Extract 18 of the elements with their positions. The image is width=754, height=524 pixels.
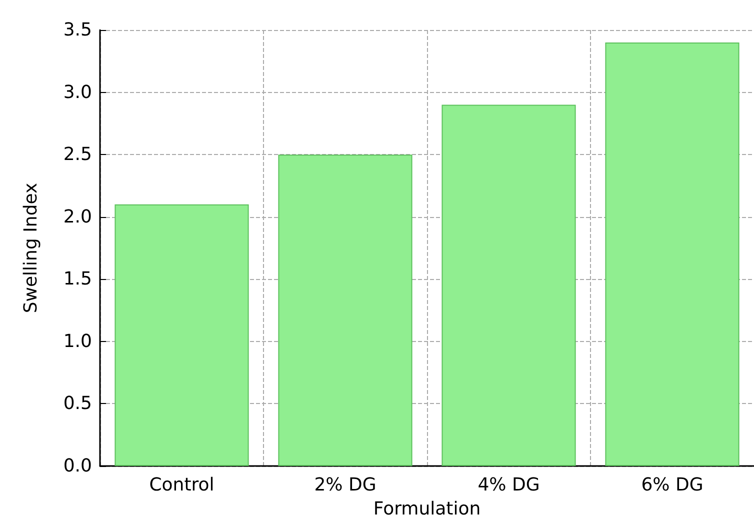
x-tick-label: 4% DG: [478, 474, 540, 496]
y-tick-label: 0.5: [63, 393, 92, 414]
y-tick-label: 0.0: [63, 456, 92, 476]
x-axis-title: Formulation: [373, 498, 481, 520]
y-tick-label: 1.0: [63, 330, 92, 352]
bar: [114, 204, 249, 466]
bar: [442, 104, 576, 466]
y-tick-label: 3.0: [63, 82, 92, 103]
y-tick-label: 1.5: [63, 268, 92, 290]
x-tick-label: 6% DG: [641, 474, 704, 496]
y-tick-label: 2.0: [63, 206, 92, 228]
x-tick-label: 2% DG: [314, 474, 376, 496]
y-tick-label: 3.5: [63, 20, 92, 40]
x-tick-label: Control: [149, 474, 214, 496]
bar: [278, 154, 412, 466]
y-axis-title: Swelling Index: [20, 182, 42, 314]
bar: [605, 42, 740, 466]
y-tick-label: 2.5: [63, 144, 92, 166]
